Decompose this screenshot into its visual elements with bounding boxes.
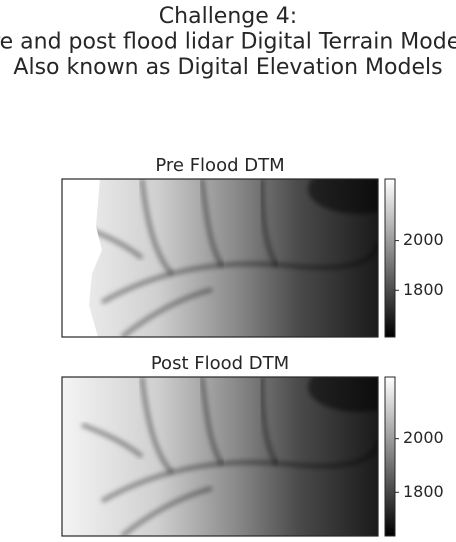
axes-frame [61, 376, 379, 537]
colorbar [384, 376, 396, 537]
colorbar-tick-label: 1800 [403, 482, 444, 501]
valley [120, 485, 213, 536]
suptitle: Pre and post flood lidar Digital Terrain… [0, 30, 456, 55]
valley [139, 377, 174, 475]
colorbar-tick-label: 2000 [403, 428, 444, 447]
axes-frame [61, 178, 379, 338]
subplot-title: Pre Flood DTM [155, 155, 284, 176]
colorbar-tick-label: 1800 [403, 280, 444, 299]
raster [62, 179, 378, 337]
raster [62, 377, 378, 536]
valley [259, 179, 280, 268]
subplot-title: Post Flood DTM [151, 353, 289, 374]
nodata [62, 179, 102, 337]
colorbar-tick-label: 2000 [403, 230, 444, 249]
dark-area [308, 179, 378, 214]
valley [199, 179, 225, 268]
valley [81, 422, 144, 459]
colorbar [384, 178, 396, 338]
valley [259, 377, 280, 466]
suptitle: Challenge 4: [159, 4, 297, 29]
valley [139, 179, 174, 276]
dark-area [308, 377, 378, 412]
valley [120, 287, 213, 337]
valley [199, 377, 225, 466]
suptitle: Also known as Digital Elevation Models [13, 55, 442, 80]
